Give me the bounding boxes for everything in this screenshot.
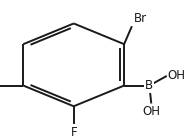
Text: OH: OH: [142, 105, 160, 118]
Text: B: B: [145, 79, 153, 92]
Text: F: F: [70, 126, 77, 138]
Text: Br: Br: [134, 12, 147, 25]
Text: OH: OH: [168, 69, 186, 82]
